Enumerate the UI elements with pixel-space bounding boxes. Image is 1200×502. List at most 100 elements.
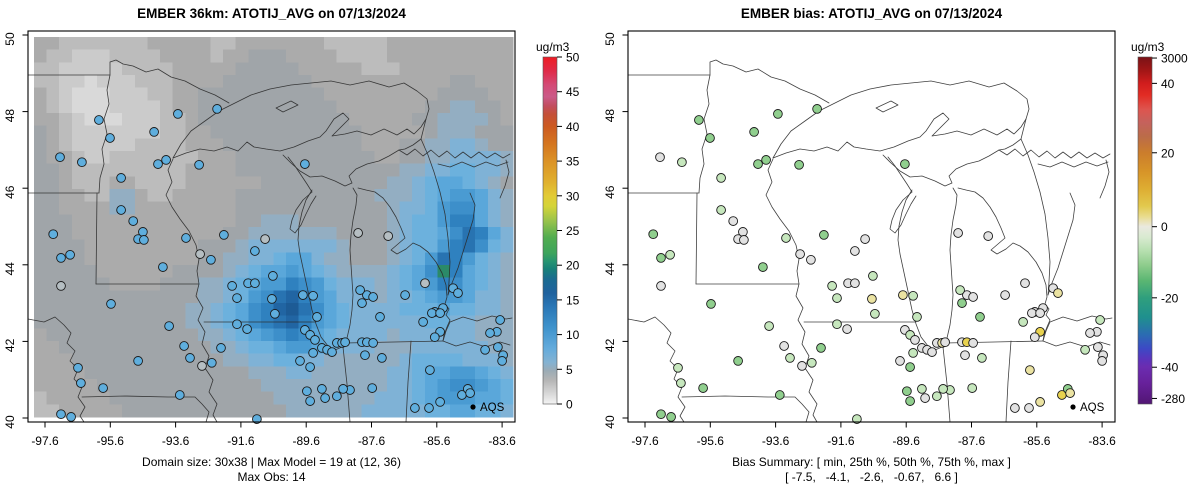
- svg-text:AQS: AQS: [480, 402, 505, 414]
- obs-site-dot: [953, 228, 963, 238]
- obs-site-dot: [206, 357, 217, 368]
- obs-site-dot: [656, 409, 666, 420]
- obs-site-dot: [295, 356, 305, 366]
- obs-site-dot: [308, 348, 318, 358]
- obs-site-dot: [206, 254, 216, 265]
- svg-text:45: 45: [566, 85, 580, 99]
- obs-site-dot: [812, 104, 822, 114]
- obs-site-dot: [1035, 397, 1045, 407]
- bias-panel-title: EMBER bias: ATOTIJ_AVG on 07/13/2024: [740, 6, 1003, 21]
- obs-site-dot: [1025, 365, 1035, 375]
- obs-site-dot: [435, 308, 445, 318]
- x-axis: -97.6 -95.6 -93.6 -91.6 -89.6 -87.6 -85.6 -83.6: [31, 422, 516, 448]
- model-colorbar-unit-label: ug/m3: [536, 40, 570, 54]
- obs-site-dot: [694, 115, 704, 125]
- obs-site-dot: [1065, 388, 1075, 398]
- svg-text:-85.6: -85.6: [423, 434, 451, 448]
- obs-site-dot: [716, 173, 726, 183]
- svg-text:-89.6: -89.6: [293, 434, 321, 448]
- model-caption-line2: Max Obs: 14: [237, 470, 306, 484]
- obs-site-dot: [194, 159, 204, 170]
- svg-text:40: 40: [3, 415, 17, 429]
- obs-site-dot: [656, 281, 666, 291]
- obs-site-dot: [212, 104, 222, 114]
- obs-site-dot: [1080, 344, 1090, 355]
- obs-site-dot: [195, 249, 205, 259]
- y-axis: 40 42 44 46 48 50: [603, 32, 628, 429]
- svg-text:-85.6: -85.6: [1023, 434, 1051, 448]
- obs-site-dot: [1093, 342, 1103, 352]
- obs-site-dot: [164, 321, 174, 331]
- svg-text:46: 46: [603, 185, 617, 199]
- obs-site-dot: [1085, 328, 1095, 338]
- model-raster-grid: [34, 37, 514, 418]
- obs-site-dot: [739, 235, 749, 245]
- obs-site-dot: [338, 384, 348, 394]
- obs-site-dot: [819, 230, 829, 240]
- obs-site-dot: [677, 157, 687, 168]
- obs-site-dot: [105, 133, 115, 143]
- obs-site-dot: [327, 347, 337, 357]
- obs-site-dot: [917, 384, 927, 394]
- obs-site-dot: [975, 312, 985, 322]
- obs-site-dot: [774, 390, 785, 400]
- obs-site-dot: [781, 233, 791, 243]
- obs-site-dot: [357, 298, 367, 308]
- obs-site-dots: [648, 104, 1108, 424]
- obs-site-dot: [1097, 356, 1107, 366]
- svg-text:44: 44: [603, 262, 617, 276]
- model-panel-title: EMBER 36km: ATOTIJ_AVG on 07/13/2024: [137, 6, 406, 21]
- svg-text:35: 35: [566, 155, 580, 169]
- obs-site-dot: [375, 312, 385, 322]
- bias-caption-line1: Bias Summary: [ min, 25th %, 50th %, 75t…: [732, 455, 1011, 469]
- obs-site-dot: [850, 278, 860, 289]
- obs-site-dot: [252, 414, 262, 424]
- obs-site-dot: [55, 152, 65, 163]
- svg-text:48: 48: [3, 109, 17, 123]
- obs-site-dot: [465, 388, 475, 398]
- obs-site-dot: [733, 356, 743, 366]
- obs-site-dot: [773, 109, 783, 119]
- plot-frame: [27, 30, 516, 423]
- state-borders: [627, 59, 1113, 423]
- svg-text:-91.6: -91.6: [227, 434, 255, 448]
- obs-site-dot: [1095, 315, 1105, 325]
- obs-site-dot: [968, 292, 978, 302]
- obs-site-dot: [353, 228, 363, 238]
- svg-text:0: 0: [566, 398, 573, 412]
- plot-frame: [627, 30, 1116, 423]
- obs-site-dot: [785, 353, 795, 363]
- obs-site-dot: [716, 205, 726, 215]
- svg-text:5: 5: [566, 363, 573, 377]
- obs-site-dot: [920, 393, 930, 403]
- svg-text:20: 20: [1161, 146, 1175, 160]
- obs-site-dot: [1053, 288, 1063, 298]
- obs-site-dot: [902, 386, 912, 397]
- aqs-legend: AQS: [1070, 402, 1105, 414]
- obs-site-dot: [232, 319, 242, 330]
- obs-site-dot: [698, 383, 708, 393]
- obs-site-dot: [1024, 403, 1034, 413]
- svg-text:46: 46: [3, 185, 17, 199]
- obs-site-dot: [1000, 290, 1010, 300]
- obs-site-dot: [250, 278, 260, 289]
- obs-site-dot: [1010, 403, 1020, 413]
- obs-site-dot: [227, 281, 237, 291]
- obs-site-dot: [56, 281, 66, 291]
- obs-site-dot: [153, 159, 163, 169]
- obs-site-dot: [305, 362, 315, 372]
- obs-site-dot: [435, 397, 445, 407]
- obs-site-dot: [56, 253, 66, 263]
- obs-site-dot: [832, 319, 842, 330]
- obs-site-dot: [305, 396, 315, 406]
- obs-site-dot: [676, 378, 686, 388]
- obs-site-dot: [174, 390, 185, 400]
- obs-site-dot: [173, 109, 183, 119]
- obs-site-dot: [116, 205, 126, 215]
- svg-text:-87.6: -87.6: [358, 434, 386, 448]
- obs-site-dot: [495, 315, 505, 325]
- obs-site-dot: [73, 362, 83, 373]
- obs-site-dot: [429, 332, 440, 343]
- obs-site-dot: [98, 383, 108, 393]
- obs-site-dot: [310, 335, 320, 345]
